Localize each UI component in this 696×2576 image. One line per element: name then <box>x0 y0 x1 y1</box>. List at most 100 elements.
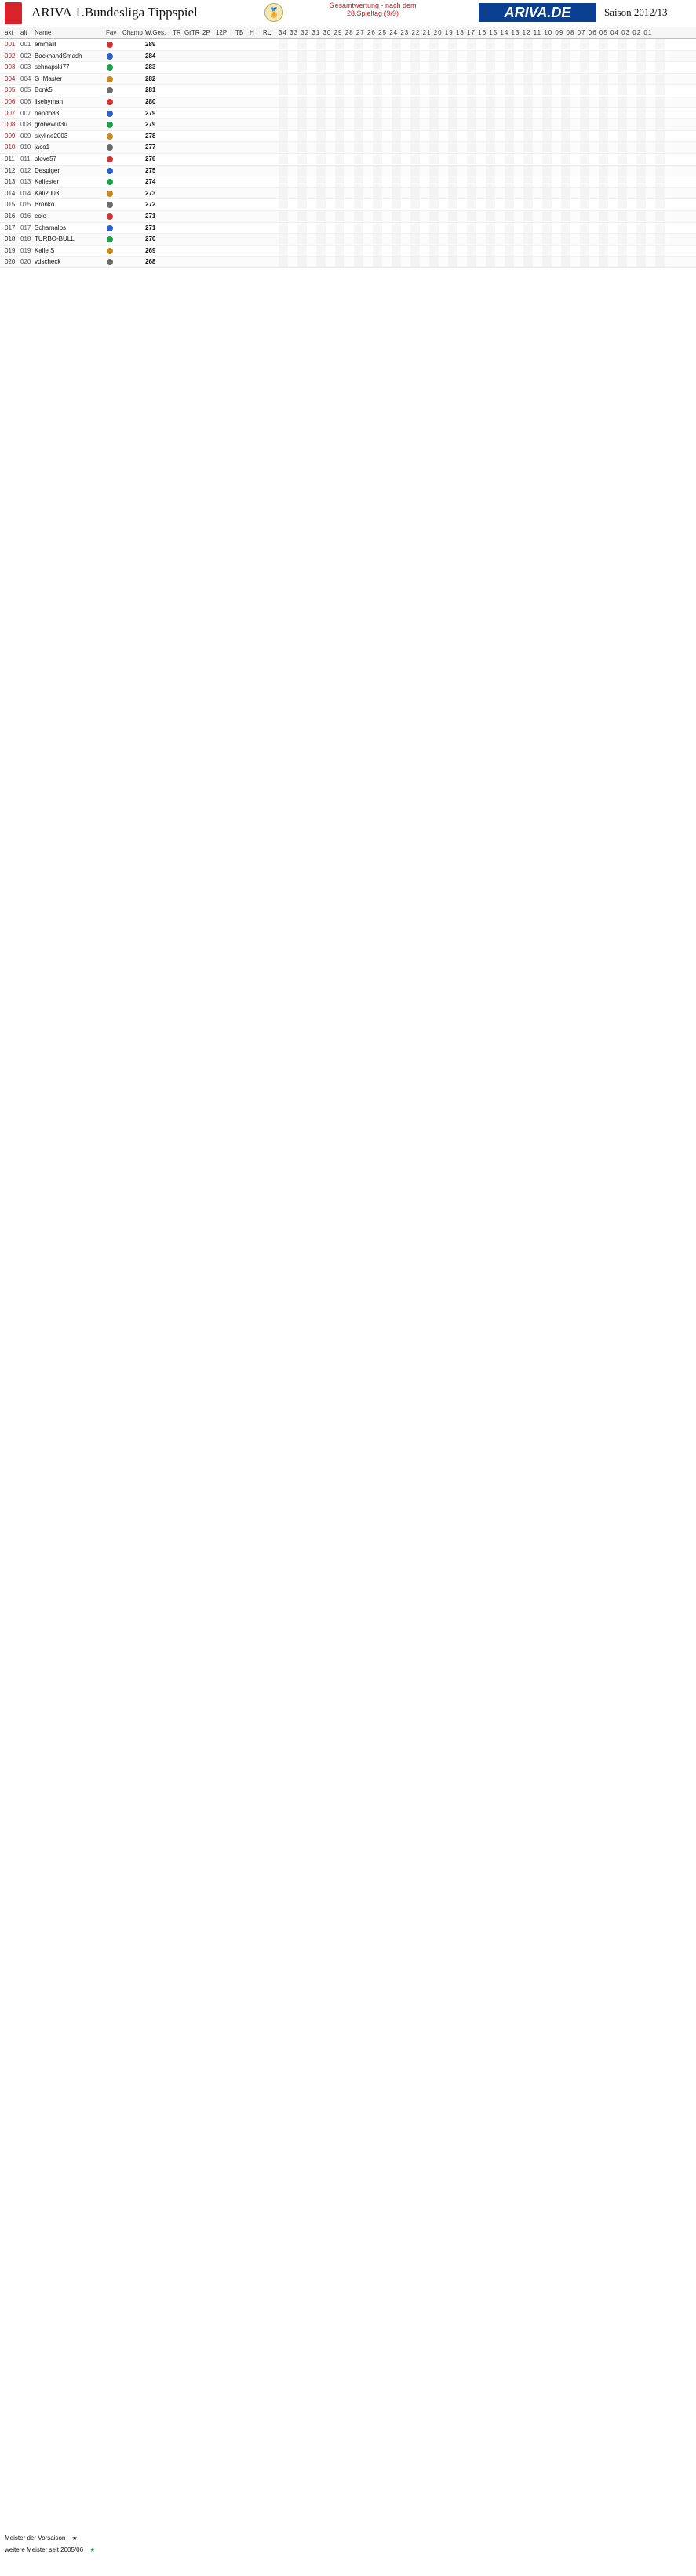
overview: Gesamtwertung - nach dem 28.Spieltag (9/… <box>310 2 435 17</box>
medal-icon: 🏅 <box>264 3 283 22</box>
team-crest-icon <box>107 213 113 220</box>
player-name[interactable]: Kalle S <box>35 246 55 254</box>
table-row[interactable]: 014 014 Kali2003 273 <box>0 187 696 200</box>
previous-rank: 002 <box>20 52 31 60</box>
previous-rank: 004 <box>20 75 31 82</box>
player-name[interactable]: jaco1 <box>35 144 50 151</box>
player-name[interactable]: TURBO-BULL <box>35 235 75 243</box>
col-h: H <box>250 29 254 36</box>
season-label: Saison 2012/13 <box>604 6 668 18</box>
rank: 017 <box>5 224 16 231</box>
player-name[interactable]: BackhandSmash <box>35 52 82 60</box>
team-crest-icon <box>107 155 113 162</box>
previous-rank: 009 <box>20 132 31 140</box>
player-name[interactable]: Bonk5 <box>35 86 53 94</box>
matchday-stripes <box>279 107 671 118</box>
matchday-stripes <box>279 96 671 107</box>
points: 274 <box>145 178 156 186</box>
player-name[interactable]: eolo <box>35 212 47 220</box>
table-row[interactable]: 018 018 TURBO-BULL 270 <box>0 234 696 246</box>
table-row[interactable]: 009 009 skyline2003 278 <box>0 130 696 143</box>
player-name[interactable]: Bronko <box>35 201 55 209</box>
rank: 007 <box>5 109 16 117</box>
matchday-stripes <box>279 222 671 233</box>
table-row[interactable]: 020 020 vdscheck 268 <box>0 257 696 268</box>
matchday-cells <box>279 234 671 245</box>
matchday-cells <box>279 165 671 176</box>
player-name[interactable]: Kaliester <box>35 178 60 186</box>
team-crest-icon <box>107 247 113 254</box>
col-wges: W.Ges. <box>145 29 166 36</box>
points: 276 <box>145 155 156 162</box>
table-row[interactable]: 011 011 olove57 276 <box>0 153 696 166</box>
matchday-stripes <box>279 199 671 210</box>
table-row[interactable]: 019 019 Kalle S 269 <box>0 245 696 257</box>
table-row[interactable]: 003 003 schnapski77 283 <box>0 62 696 74</box>
matchday-cells <box>279 50 671 61</box>
previous-rank: 013 <box>20 178 31 186</box>
points: 268 <box>145 258 156 266</box>
table-row[interactable]: 002 002 BackhandSmash 284 <box>0 50 696 63</box>
player-name[interactable]: olove57 <box>35 155 57 162</box>
player-name[interactable]: emmaill <box>35 41 56 48</box>
player-name[interactable]: lisebyman <box>35 97 64 105</box>
points: 270 <box>145 235 156 243</box>
player-name[interactable]: Kali2003 <box>35 189 60 197</box>
matchday-stripes <box>279 62 671 73</box>
team-crest-icon <box>107 64 113 71</box>
legend-previous-champion-label: Meister der Vorsaison <box>5 2534 66 2541</box>
rank: 002 <box>5 52 16 60</box>
team-crest-icon <box>107 259 113 266</box>
player-name[interactable]: vdscheck <box>35 258 61 266</box>
rank: 013 <box>5 178 16 186</box>
table-row[interactable]: 010 010 jaco1 277 <box>0 142 696 154</box>
matchday-cells <box>279 119 671 130</box>
table-row[interactable]: 007 007 nando83 279 <box>0 107 696 120</box>
matchday-stripes <box>279 176 671 187</box>
points: 279 <box>145 109 156 117</box>
col-champ: Champ <box>122 29 143 36</box>
team-crest-icon <box>107 122 113 129</box>
table-row[interactable]: 004 004 G_Master 282 <box>0 73 696 86</box>
matchday-cells <box>279 85 671 96</box>
previous-rank: 005 <box>20 86 31 94</box>
player-name[interactable]: skyline2003 <box>35 132 68 140</box>
matchday-stripes <box>279 85 671 96</box>
team-crest-icon <box>107 179 113 186</box>
table-row[interactable]: 016 016 eolo 271 <box>0 210 696 223</box>
matchday-stripes <box>279 165 671 176</box>
legend-other-champions: weitere Meister seit 2005/06 ★ <box>5 2544 687 2556</box>
matchday-cells <box>279 153 671 164</box>
previous-rank: 020 <box>20 258 31 266</box>
star-green-icon: ★ <box>89 2546 96 2553</box>
points: 282 <box>145 75 156 82</box>
col-ru: RU <box>263 29 272 36</box>
player-name[interactable]: Despiger <box>35 166 60 174</box>
matchday-cells <box>279 39 671 49</box>
matchday-stripes <box>279 142 671 153</box>
matchday-cells <box>279 176 671 187</box>
legend-previous-champion: Meister der Vorsaison ★ <box>5 2532 687 2544</box>
player-name[interactable]: Scharnalps <box>35 224 67 231</box>
player-name[interactable]: grobewuf3u <box>35 121 67 129</box>
previous-rank: 016 <box>20 212 31 220</box>
previous-rank: 018 <box>20 235 31 243</box>
table-row[interactable]: 013 013 Kaliester 274 <box>0 176 696 188</box>
table-row[interactable]: 015 015 Bronko 272 <box>0 199 696 211</box>
team-crest-icon <box>107 133 113 140</box>
table-row[interactable]: 017 017 Scharnalps 271 <box>0 222 696 235</box>
points: 275 <box>145 166 156 174</box>
player-name[interactable]: G_Master <box>35 75 63 82</box>
team-crest-icon <box>107 144 113 151</box>
table-row[interactable]: 001 001 emmaill 289 <box>0 39 696 51</box>
rank: 016 <box>5 212 16 220</box>
matchday-stripes <box>279 187 671 198</box>
previous-rank: 001 <box>20 41 31 48</box>
player-name[interactable]: nando83 <box>35 109 60 117</box>
table-row[interactable]: 006 006 lisebyman 280 <box>0 96 696 108</box>
player-name[interactable]: schnapski77 <box>35 64 70 71</box>
table-row[interactable]: 012 012 Despiger 275 <box>0 165 696 177</box>
table-row[interactable]: 008 008 grobewuf3u 279 <box>0 119 696 131</box>
table-row[interactable]: 005 005 Bonk5 281 <box>0 85 696 96</box>
team-crest-icon <box>107 75 113 82</box>
